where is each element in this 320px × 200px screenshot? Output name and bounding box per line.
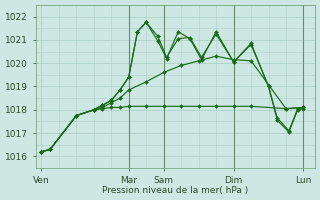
- X-axis label: Pression niveau de la mer( hPa ): Pression niveau de la mer( hPa ): [102, 186, 248, 195]
